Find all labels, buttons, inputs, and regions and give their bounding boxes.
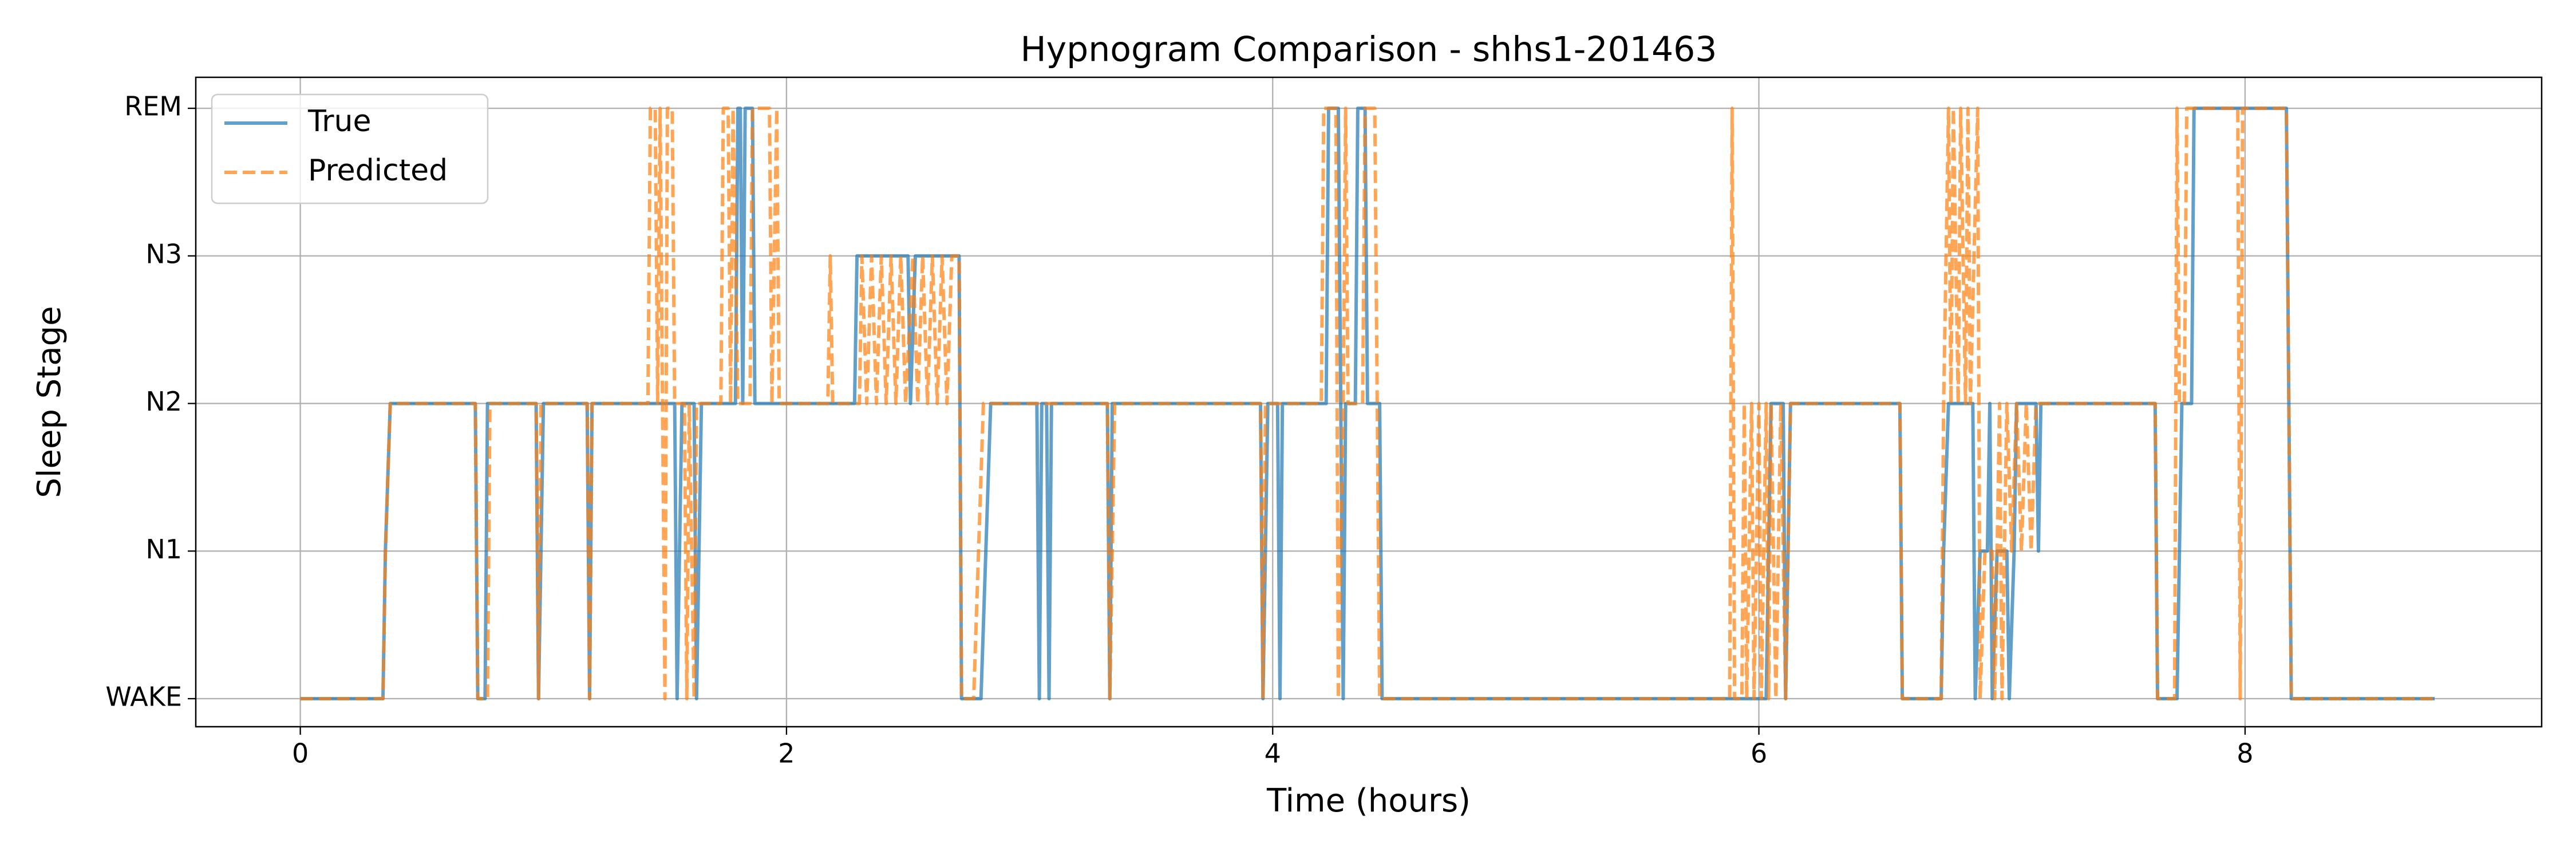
axes-frame [195,76,2543,728]
x-tick-label: 0 [292,738,309,769]
series-line [300,107,2435,701]
ticks: 0 2 4 6 8 WAKE N1 N2 N3 REM [105,91,2253,769]
x-tick-label: 2 [778,738,795,769]
x-tick-label: 8 [2237,738,2253,769]
y-tick-label: N3 [145,238,182,269]
chart-title: Hypnogram Comparison - shhs1-201463 [1021,30,1717,70]
y-tick-label: N2 [145,386,182,417]
y-axis-label: Sleep Stage [31,306,68,498]
y-tick-label: WAKE [105,681,182,712]
x-tick-label: 6 [1751,738,1767,769]
plot-area [300,107,2435,701]
legend-label: Predicted [308,153,448,188]
x-axis-label: Time (hours) [1266,782,1471,819]
x-tick-label: 4 [1265,738,1281,769]
y-tick-label: N1 [145,534,182,565]
y-tick-label: REM [124,91,182,122]
legend-label: True [307,104,371,139]
legend: True Predicted [211,93,489,204]
